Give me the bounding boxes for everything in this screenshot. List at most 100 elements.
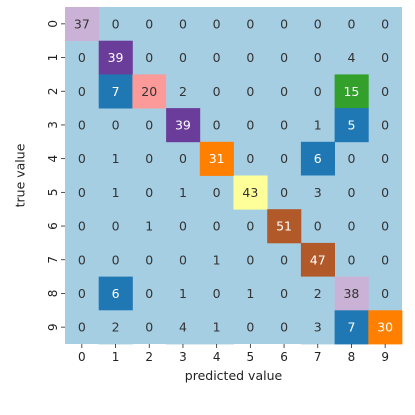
y-tick-label: 5 (46, 189, 60, 197)
cell-value-5-4: 0 (213, 185, 221, 200)
cell-value-1-3: 0 (179, 50, 187, 65)
cell-value-3-2: 0 (145, 117, 153, 132)
cell-value-5-6: 0 (280, 185, 288, 200)
heatmap-cell-2-1 (98, 74, 133, 109)
cell-value-7-5: 0 (246, 252, 254, 267)
cell-value-5-8: 0 (347, 185, 355, 200)
heatmap-cell-4-7 (300, 141, 335, 176)
cell-value-3-7: 1 (314, 117, 322, 132)
cell-value-8-1: 6 (112, 286, 120, 301)
heatmap-cell-9-1 (98, 310, 133, 345)
cell-value-4-3: 0 (179, 151, 187, 166)
cell-value-9-1: 2 (112, 320, 120, 335)
cell-value-6-8: 0 (347, 219, 355, 234)
heatmap-cell-4-4 (199, 141, 234, 176)
cell-value-6-3: 0 (179, 219, 187, 234)
heatmap-cell-8-1 (98, 276, 133, 311)
heatmap-cell-3-7 (300, 108, 335, 143)
heatmap-cell-7-4 (199, 242, 234, 277)
x-tick-label: 4 (213, 350, 221, 364)
cell-value-0-8: 0 (347, 16, 355, 31)
heatmap-cell-5-1 (98, 175, 133, 210)
cell-value-7-3: 0 (179, 252, 187, 267)
heatmap-cell-2-8 (334, 74, 369, 109)
cell-value-6-7: 0 (314, 219, 322, 234)
heatmap-cell-8-8 (334, 276, 369, 311)
x-tick-label: 1 (112, 350, 120, 364)
cell-value-4-9: 0 (381, 151, 389, 166)
cell-value-4-0: 0 (78, 151, 86, 166)
cell-value-1-0: 0 (78, 50, 86, 65)
cell-value-5-1: 1 (112, 185, 120, 200)
cell-value-2-6: 0 (280, 84, 288, 99)
heatmap-cell-9-3 (166, 310, 201, 345)
cell-value-9-2: 0 (145, 320, 153, 335)
cell-value-0-7: 0 (314, 16, 322, 31)
cell-value-9-8: 7 (347, 320, 355, 335)
cell-value-8-3: 1 (179, 286, 187, 301)
y-tick-label: 3 (46, 121, 60, 129)
cell-value-3-3: 39 (175, 117, 191, 132)
cell-value-5-5: 43 (242, 185, 258, 200)
cell-value-2-3: 2 (179, 84, 187, 99)
cell-value-8-7: 2 (314, 286, 322, 301)
heatmap-cell-4-1 (98, 141, 133, 176)
cell-value-2-5: 0 (246, 84, 254, 99)
y-tick-label: 6 (46, 222, 60, 230)
heatmap-cell-7-7 (300, 242, 335, 277)
cell-value-7-0: 0 (78, 252, 86, 267)
heatmap-cell-1-1 (98, 40, 133, 75)
y-axis-label: true value (13, 143, 28, 207)
cell-value-2-0: 0 (78, 84, 86, 99)
heatmap-cell-6-2 (132, 209, 167, 244)
cell-value-9-9: 30 (377, 320, 393, 335)
cell-value-7-1: 0 (112, 252, 120, 267)
cell-value-8-6: 0 (280, 286, 288, 301)
cell-value-0-6: 0 (280, 16, 288, 31)
cell-value-1-6: 0 (280, 50, 288, 65)
cell-value-9-6: 0 (280, 320, 288, 335)
cell-value-6-9: 0 (381, 219, 389, 234)
cell-value-3-9: 0 (381, 117, 389, 132)
cell-value-7-6: 0 (280, 252, 288, 267)
heatmap-cell-9-9 (368, 310, 403, 345)
cell-value-7-7: 47 (310, 252, 326, 267)
cell-value-4-8: 0 (347, 151, 355, 166)
x-tick-label: 2 (145, 350, 153, 364)
cell-value-5-9: 0 (381, 185, 389, 200)
cell-value-4-1: 1 (112, 151, 120, 166)
cell-value-8-8: 38 (343, 286, 359, 301)
cell-value-6-1: 0 (112, 219, 120, 234)
heatmap-cell-2-3 (166, 74, 201, 109)
cell-value-0-2: 0 (145, 16, 153, 31)
cell-value-2-9: 0 (381, 84, 389, 99)
x-tick-label: 6 (280, 350, 288, 364)
x-tick-label: 5 (247, 350, 255, 364)
cell-value-6-6: 51 (276, 219, 292, 234)
cell-value-6-2: 1 (145, 219, 153, 234)
cell-value-3-4: 0 (213, 117, 221, 132)
cell-value-8-4: 0 (213, 286, 221, 301)
cell-value-2-1: 7 (112, 84, 120, 99)
cell-value-1-1: 39 (108, 50, 124, 65)
cell-value-4-2: 0 (145, 151, 153, 166)
heatmap-cell-3-8 (334, 108, 369, 143)
cell-value-0-3: 0 (179, 16, 187, 31)
cell-value-0-1: 0 (112, 16, 120, 31)
cell-value-7-4: 1 (213, 252, 221, 267)
heatmap-cell-1-8 (334, 40, 369, 75)
cell-value-2-2: 20 (141, 84, 157, 99)
y-tick-label: 2 (46, 87, 60, 95)
y-tick-label: 7 (46, 256, 60, 264)
cell-value-2-8: 15 (343, 84, 359, 99)
cell-value-7-2: 0 (145, 252, 153, 267)
cell-value-4-6: 0 (280, 151, 288, 166)
cell-value-6-4: 0 (213, 219, 221, 234)
cell-value-3-1: 0 (112, 117, 120, 132)
heatmap-cell-9-4 (199, 310, 234, 345)
cell-value-2-4: 0 (213, 84, 221, 99)
cell-value-9-0: 0 (78, 320, 86, 335)
heatmap-cell-5-5 (233, 175, 268, 210)
cell-value-8-2: 0 (145, 286, 153, 301)
